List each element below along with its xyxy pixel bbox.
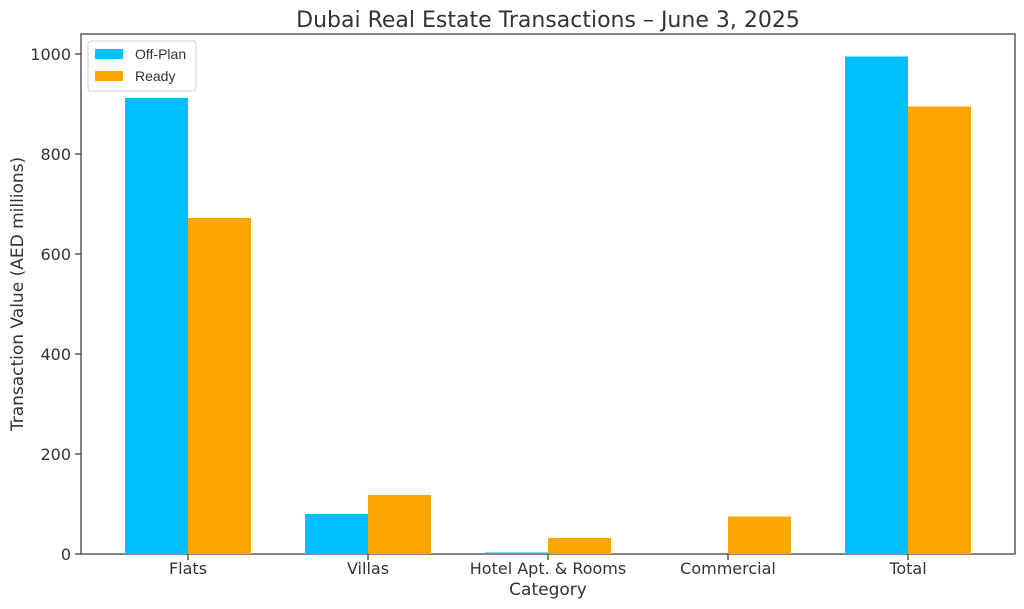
legend: Off-Plan Ready [87,40,197,92]
y-axis-label: Transaction Value (AED millions) [8,157,28,432]
bar-off-plan-total [845,56,908,554]
legend-label-off-plan: Off-Plan [135,46,186,62]
bar-off-plan-hotel-apt-rooms [485,552,548,554]
y-tick-label: 1000 [30,45,71,64]
bar-ready-flats [188,218,251,554]
y-tick-label: 800 [40,145,71,164]
bar-off-plan-flats [125,98,188,554]
y-tick-label: 0 [61,545,71,564]
x-tick-label: Hotel Apt. & Rooms [470,559,626,578]
bar-off-plan-villas [305,514,368,554]
x-tick-label: Flats [169,559,207,578]
legend-swatch-ready [95,71,123,81]
x-tick-label: Commercial [680,559,776,578]
y-axis-ticks: 0 200 400 600 800 1000 [30,45,81,564]
bar-ready-hotel-apt-rooms [548,538,611,554]
bar-ready-villas [368,495,431,554]
x-tick-label: Villas [347,559,389,578]
y-tick-label: 200 [40,445,71,464]
legend-swatch-off-plan [95,49,123,59]
bars [125,56,971,554]
x-axis-label: Category [509,580,587,600]
bar-ready-commercial [728,516,791,554]
chart-title: Dubai Real Estate Transactions – June 3,… [296,8,800,33]
x-axis-ticks: Flats Villas Hotel Apt. & Rooms Commercial T… [169,554,927,578]
x-tick-label: Total [888,559,926,578]
y-tick-label: 400 [40,345,71,364]
y-tick-label: 600 [40,245,71,264]
legend-label-ready: Ready [135,68,175,84]
plot-area: 0 200 400 600 800 1000 Flats Villas Hotel Apt. … [30,33,1016,578]
bar-ready-total [908,106,971,554]
